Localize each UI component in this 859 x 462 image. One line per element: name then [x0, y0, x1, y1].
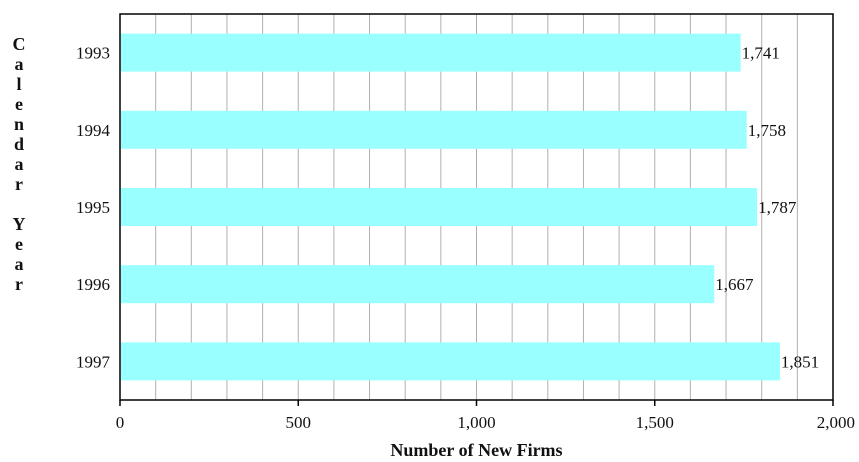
x-tick-label: 500 — [286, 413, 312, 432]
bar — [121, 188, 758, 226]
y-tick-label: 1994 — [76, 121, 111, 140]
labels: 1,741 1993 1,758 1994 1,787 1995 1,667 1996 1,85… — [13, 34, 856, 460]
bar-value-label: 1,758 — [748, 121, 786, 140]
x-tick-label: 1,000 — [457, 413, 495, 432]
bar-value-label: 1,741 — [742, 44, 780, 63]
bar-value-label: 1,667 — [715, 275, 754, 294]
bar — [121, 110, 747, 149]
y-tick-label: 1993 — [76, 44, 110, 63]
bar-value-label: 1,851 — [781, 352, 819, 371]
y-tick-label: 1996 — [76, 275, 110, 294]
bar — [121, 265, 715, 304]
bar — [121, 33, 741, 72]
axes — [119, 13, 834, 406]
y-tick-label: 1995 — [76, 198, 110, 217]
y-tick-label: 1997 — [76, 352, 111, 371]
bar-value-label: 1,787 — [758, 198, 797, 217]
bars — [121, 33, 780, 381]
bar — [121, 342, 780, 381]
x-tick-label: 1,500 — [636, 413, 674, 432]
x-tick-label: 0 — [116, 413, 125, 432]
x-axis-title: Number of New Firms — [390, 440, 562, 460]
x-tick-label: 2,000 — [817, 413, 855, 432]
